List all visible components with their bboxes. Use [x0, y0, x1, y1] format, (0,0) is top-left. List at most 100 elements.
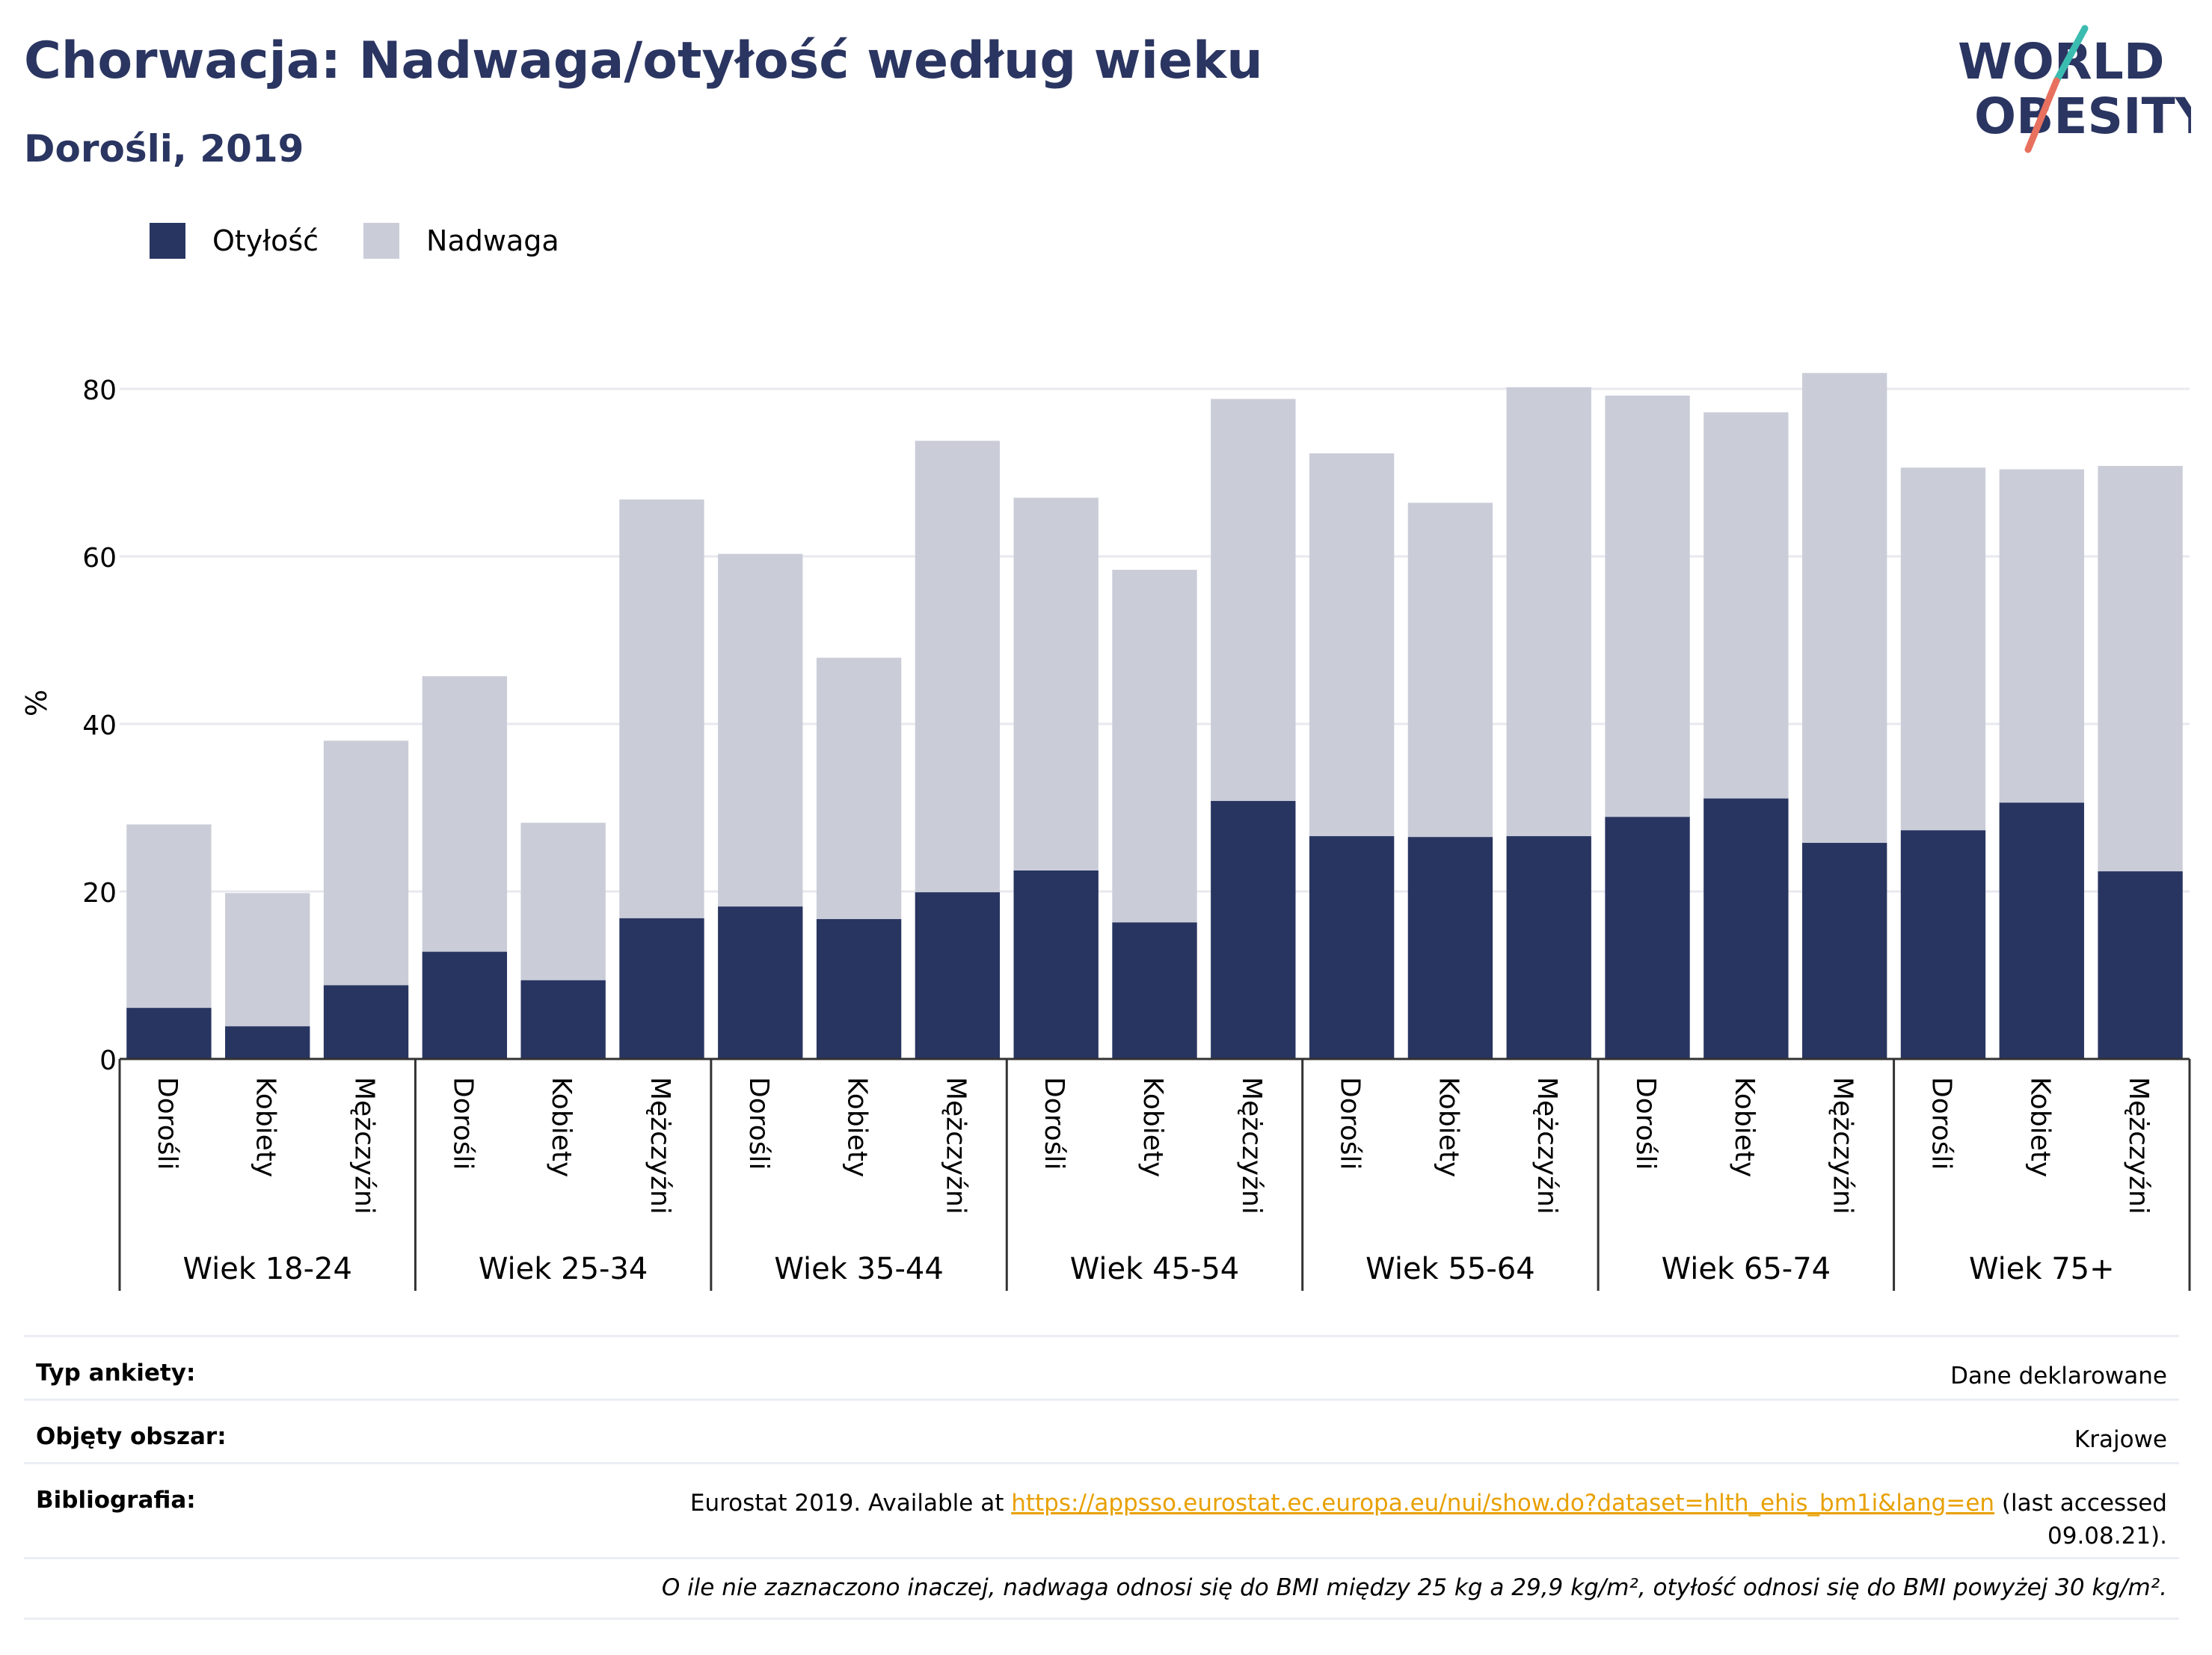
x-subcategory-label: Dorośli — [1039, 1077, 1069, 1170]
x-subcategory-label: Mężczyźni — [1236, 1077, 1267, 1215]
bar-overweight — [520, 823, 606, 980]
bar-overweight — [1801, 372, 1887, 844]
bibliography-prefix: Eurostat 2019. Available at — [689, 1490, 1012, 1517]
bar-obesity — [915, 892, 1001, 1059]
bar-obesity — [1211, 801, 1296, 1059]
x-subcategory-label: Dorośli — [1630, 1077, 1661, 1170]
bars — [126, 372, 2183, 1059]
survey-type-label: Typ ankiety: — [36, 1360, 196, 1387]
area-value: Krajowe — [2074, 1426, 2167, 1453]
x-subcategory-label: Mężczyźni — [940, 1077, 971, 1215]
bibliography-suffix: (last accessed — [1994, 1490, 2167, 1517]
area-label: Objęty obszar: — [36, 1423, 227, 1450]
stacked-bar-chart: 0 20 40 60 80 Dorośli Kobiety Mężczyźni Dorośli K… — [20, 372, 2191, 1291]
x-group-label: Wiek 45-54 — [1070, 1252, 1240, 1286]
bar-overweight — [1703, 412, 1789, 799]
bar-obesity — [2098, 871, 2183, 1059]
bar-obesity — [1506, 836, 1591, 1059]
bibliography-row: Bibliografia: Eurostat 2019. Available a… — [24, 1462, 2179, 1557]
bar-overweight — [1309, 453, 1395, 837]
bar-obesity — [520, 980, 606, 1059]
bar-obesity — [1801, 843, 1887, 1059]
bar-obesity — [1013, 871, 1099, 1059]
bibliography-value: Eurostat 2019. Available at https://apps… — [690, 1487, 2167, 1553]
legend-label-overweight: Nadwaga — [426, 224, 559, 257]
x-group-label: Wiek 55-64 — [1365, 1252, 1535, 1286]
x-subcategory-label: Kobiety — [546, 1077, 577, 1177]
bar-overweight — [225, 893, 310, 1027]
bar-obesity — [619, 918, 704, 1059]
x-subcategory-label: Kobiety — [1137, 1077, 1168, 1177]
bar-overweight — [1407, 503, 1493, 838]
bar-overweight — [126, 824, 212, 1008]
bar-overweight — [1999, 469, 2084, 803]
bar-obesity — [718, 906, 803, 1059]
x-subcategory-label: Mężczyźni — [645, 1077, 675, 1215]
legend-item-obesity: Otyłość — [150, 223, 319, 259]
bar-obesity — [126, 1007, 212, 1059]
x-subcategory-label: Kobiety — [251, 1077, 281, 1177]
bar-overweight — [1013, 497, 1099, 871]
world-obesity-logo: WORLD OBESITY — [1958, 25, 2191, 153]
axes: 0 20 40 60 80 Dorośli Kobiety Mężczyźni Dorośli K… — [82, 375, 2191, 1291]
x-subcategory-label: Mężczyźni — [2123, 1077, 2154, 1215]
bar-overweight — [1605, 395, 1690, 817]
legend-swatch-overweight — [363, 223, 400, 259]
bar-overweight — [1112, 569, 1197, 923]
y-tick-label: 20 — [82, 878, 117, 909]
bibliography-link[interactable]: https://appsso.eurostat.ec.europa.eu/nui… — [1011, 1490, 1995, 1517]
bar-overweight — [1900, 467, 1986, 831]
survey-type-row: Typ ankiety: Dane deklarowane — [24, 1335, 2179, 1398]
x-subcategory-label: Kobiety — [2024, 1077, 2055, 1177]
x-subcategory-label: Mężczyźni — [349, 1077, 380, 1215]
x-group-label: Wiek 18-24 — [182, 1252, 352, 1286]
bar-overweight — [2098, 466, 2183, 872]
legend-swatch-obesity — [150, 223, 185, 259]
svg-text:OBESITY: OBESITY — [1974, 87, 2191, 145]
x-subcategory-label: Dorośli — [1926, 1077, 1956, 1170]
x-group-label: Wiek 65-74 — [1662, 1252, 1831, 1286]
x-subcategory-label: Dorośli — [743, 1077, 774, 1170]
bar-overweight — [1506, 387, 1591, 837]
area-row: Objęty obszar: Krajowe — [24, 1398, 2179, 1462]
info-table: Typ ankiety: Dane deklarowane Objęty obs… — [24, 1335, 2179, 1620]
x-subcategory-label: Dorośli — [1335, 1077, 1365, 1170]
legend-item-overweight: Nadwaga — [363, 223, 559, 259]
bar-obesity — [225, 1026, 310, 1059]
chart-title: Chorwacja: Nadwaga/otyłość według wieku — [24, 31, 1263, 90]
definition-note: O ile nie zaznaczono inaczej, nadwaga od… — [24, 1557, 2179, 1620]
bar-obesity — [1112, 922, 1197, 1059]
bar-overweight — [718, 553, 803, 907]
y-axis-label: % — [20, 690, 53, 716]
svg-text:WORLD: WORLD — [1958, 33, 2165, 90]
x-subcategory-label: Mężczyźni — [1828, 1077, 1858, 1215]
y-tick-label: 60 — [82, 543, 117, 574]
bar-overweight — [816, 657, 902, 919]
bar-obesity — [816, 918, 902, 1059]
chart-subtitle: Dorośli, 2019 — [24, 127, 304, 171]
bibliography-label: Bibliografia: — [36, 1487, 196, 1514]
bar-obesity — [1407, 837, 1493, 1059]
y-tick-label: 40 — [82, 710, 117, 741]
bar-overweight — [915, 440, 1001, 893]
survey-type-value: Dane deklarowane — [1950, 1363, 2167, 1390]
bar-overweight — [619, 499, 704, 918]
legend-label-obesity: Otyłość — [212, 224, 319, 257]
x-subcategory-label: Dorośli — [152, 1077, 182, 1170]
x-subcategory-label: Mężczyźni — [1531, 1077, 1562, 1215]
x-group-label: Wiek 35-44 — [774, 1252, 944, 1286]
bar-obesity — [1309, 836, 1395, 1059]
bar-overweight — [422, 676, 508, 952]
x-subcategory-label: Kobiety — [1729, 1077, 1760, 1177]
x-group-label: Wiek 25-34 — [479, 1252, 648, 1286]
y-tick-label: 80 — [82, 375, 117, 406]
bibliography-date: 09.08.21). — [2047, 1523, 2167, 1550]
bar-obesity — [323, 985, 409, 1059]
x-subcategory-label: Dorośli — [447, 1077, 478, 1170]
bar-obesity — [1999, 802, 2084, 1059]
bar-obesity — [1900, 830, 1986, 1059]
bar-obesity — [1605, 817, 1690, 1059]
x-group-label: Wiek 75+ — [1969, 1252, 2115, 1286]
x-subcategory-label: Kobiety — [1433, 1077, 1463, 1177]
x-subcategory-label: Kobiety — [842, 1077, 873, 1177]
